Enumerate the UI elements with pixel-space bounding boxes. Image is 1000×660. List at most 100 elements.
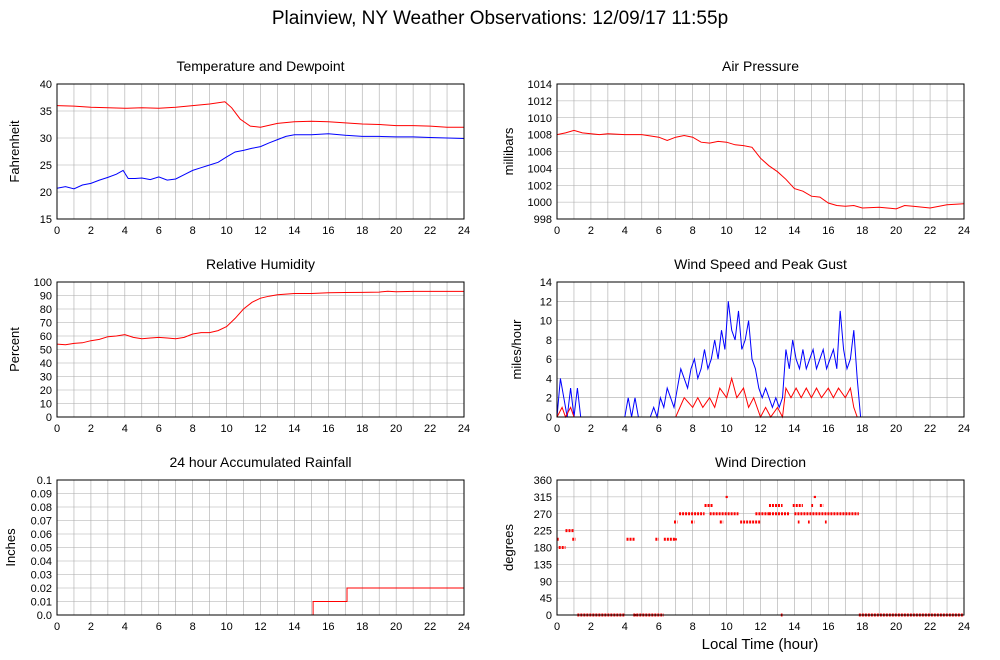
direction-point: [725, 495, 728, 499]
y-axis-label: miles/hour: [509, 319, 524, 380]
y-tick-label: 10: [540, 316, 552, 328]
x-tick-label: 0: [54, 621, 60, 633]
y-tick-label: 15: [40, 214, 52, 226]
x-tick-label: 2: [588, 225, 594, 237]
x-tick-label: 0: [54, 423, 60, 435]
y-tick-label: 1014: [528, 79, 552, 91]
y-tick-label: 90: [40, 291, 52, 303]
x-tick-label: 6: [156, 621, 162, 633]
x-tick-label: 0: [554, 225, 560, 237]
x-tick-label: 22: [924, 423, 936, 435]
x-tick-label: 16: [822, 621, 834, 633]
x-tick-label: 24: [458, 225, 470, 237]
x-tick-label: 24: [458, 621, 470, 633]
x-tick-label: 20: [390, 225, 402, 237]
x-tick-label: 22: [424, 621, 436, 633]
y-tick-label: 25: [40, 160, 52, 172]
chart-title: Temperature and Dewpoint: [176, 58, 344, 74]
x-tick-label: 24: [458, 423, 470, 435]
page-title: Plainview, NY Weather Observations: 12/0…: [271, 8, 729, 29]
chart-title: 24 hour Accumulated Rainfall: [169, 454, 351, 470]
x-tick-label: 12: [254, 225, 266, 237]
y-axis-label: Fahrenheit: [7, 120, 22, 183]
chart-temp: 0 2 4 6 8 10 12 14 16 18 20 22 24152025303540Tempera…: [7, 58, 470, 237]
x-tick-label: 8: [690, 621, 696, 633]
y-axis-label: Percent: [7, 327, 22, 372]
y-tick-label: 60: [40, 331, 52, 343]
y-tick-label: 998: [534, 214, 552, 226]
y-tick-label: 180: [534, 543, 552, 555]
chart-humidity: 0 2 4 6 8 10 12 14 16 18 20 22 240102030405060708090…: [7, 256, 470, 435]
x-tick-label: 2: [88, 621, 94, 633]
y-tick-label: 1012: [528, 96, 552, 108]
x-tick-label: 14: [788, 621, 800, 633]
x-tick-label: 6: [156, 225, 162, 237]
y-tick-label: 1006: [528, 147, 552, 159]
y-tick-label: 35: [40, 106, 52, 118]
x-tick-label: 18: [356, 225, 368, 237]
x-tick-label: 12: [754, 225, 766, 237]
x-tick-label: 6: [156, 423, 162, 435]
y-tick-label: 100: [34, 277, 52, 289]
y-tick-label: 0: [46, 412, 52, 424]
direction-point: [813, 495, 816, 499]
y-tick-label: 1010: [528, 113, 552, 125]
y-tick-label: 225: [534, 526, 552, 538]
series-line-2: [56, 133, 465, 190]
y-tick-label: 10: [40, 399, 52, 411]
x-tick-label: 2: [588, 423, 594, 435]
x-tick-label: 10: [720, 621, 732, 633]
chart-title: Wind Direction: [715, 454, 806, 470]
x-tick-label: 16: [322, 225, 334, 237]
y-tick-label: 0.1: [37, 475, 52, 487]
chart-direction: 0 2 4 6 8 10 12 14 16 18 20 22 240459013518022527031…: [501, 454, 970, 633]
y-tick-label: 1004: [528, 163, 552, 175]
y-tick-label: 0.07: [31, 516, 52, 528]
x-tick-label: 14: [788, 225, 800, 237]
x-tick-label: 4: [622, 225, 628, 237]
series-line-1: [56, 290, 464, 346]
plot-frame: [56, 83, 465, 220]
x-tick-label: 12: [254, 621, 266, 633]
x-tick-label: 14: [288, 225, 300, 237]
y-tick-label: 30: [40, 133, 52, 145]
y-tick-label: 40: [40, 79, 52, 91]
chart-title: Air Pressure: [722, 58, 799, 74]
x-tick-label: 8: [190, 225, 196, 237]
x-tick-label: 4: [122, 225, 128, 237]
shared-x-axis-label: Local Time (hour): [701, 636, 819, 653]
y-tick-label: 0: [546, 412, 552, 424]
x-tick-label: 6: [656, 621, 662, 633]
x-tick-label: 10: [720, 225, 732, 237]
x-tick-label: 16: [322, 621, 334, 633]
x-tick-label: 14: [788, 423, 800, 435]
y-tick-label: 0.05: [31, 543, 52, 555]
x-tick-label: 16: [822, 225, 834, 237]
x-tick-label: 4: [622, 621, 628, 633]
y-tick-label: 135: [534, 559, 552, 571]
x-tick-label: 10: [220, 621, 232, 633]
x-tick-label: 24: [958, 423, 970, 435]
y-tick-label: 40: [40, 358, 52, 370]
y-tick-label: 1008: [528, 130, 552, 142]
y-tick-label: 1000: [528, 197, 552, 209]
y-tick-label: 70: [40, 318, 52, 330]
y-tick-label: 315: [534, 492, 552, 504]
x-tick-label: 2: [88, 225, 94, 237]
x-tick-label: 12: [254, 423, 266, 435]
x-tick-label: 20: [890, 423, 902, 435]
series-line-1: [56, 101, 464, 128]
y-tick-label: 90: [540, 576, 552, 588]
y-tick-label: 14: [540, 277, 552, 289]
y-tick-label: 50: [40, 345, 52, 357]
x-tick-label: 4: [122, 621, 128, 633]
x-tick-label: 8: [190, 621, 196, 633]
y-tick-label: 30: [40, 372, 52, 384]
y-tick-label: 0.09: [31, 489, 52, 501]
series-line-2: [556, 376, 964, 419]
y-tick-label: 0.08: [31, 502, 52, 514]
x-tick-label: 0: [54, 225, 60, 237]
x-tick-label: 8: [690, 225, 696, 237]
x-tick-label: 4: [122, 423, 128, 435]
